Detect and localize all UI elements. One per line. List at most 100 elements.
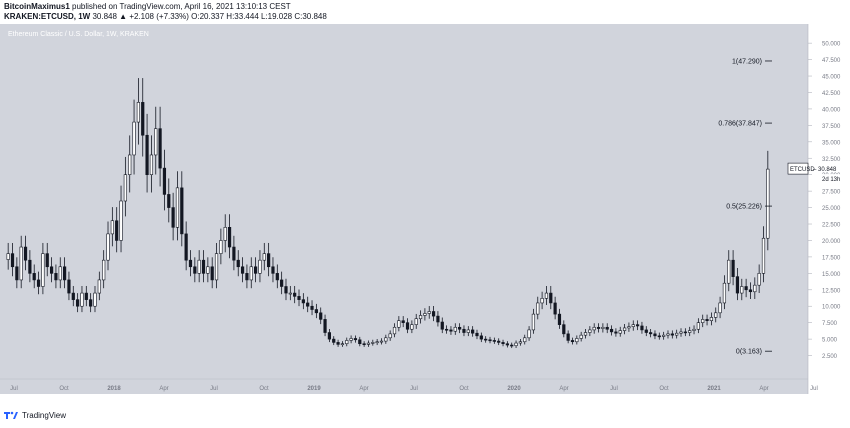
candle-body <box>510 344 514 347</box>
candle-body <box>58 266 62 281</box>
candle-body <box>345 340 349 345</box>
chart-title: Ethereum Classic / U.S. Dollar, 1W, KRAK… <box>8 31 149 38</box>
candle-body <box>319 312 323 320</box>
candle-body <box>427 311 431 314</box>
candle-body <box>349 338 353 341</box>
candles-group <box>6 78 770 349</box>
y-tick-label: 35.000 <box>822 140 841 146</box>
y-tick-label: 25.000 <box>822 206 841 212</box>
price-chart[interactable]: Ethereum Classic / U.S. Dollar, 1W, KRAK… <box>0 24 850 404</box>
current-price-label: ETCUSD– 30.848 2d 13h <box>787 162 845 185</box>
candle-body <box>453 326 457 332</box>
candle-body <box>162 167 167 195</box>
candle-body <box>627 326 631 329</box>
candle-body <box>214 253 219 281</box>
candle-body <box>436 315 440 323</box>
fib-level-label: 1(47.290) <box>732 58 762 65</box>
candle-body <box>744 286 748 291</box>
price-change: ▲ +2.108 (+7.33%) <box>119 12 189 21</box>
candle-body <box>679 331 683 334</box>
candle-body <box>197 259 201 274</box>
y-tick-label: 37.500 <box>822 124 841 130</box>
candle-body <box>132 121 136 156</box>
plot-background <box>0 24 808 394</box>
candle-body <box>701 319 705 323</box>
candle-body <box>666 333 670 336</box>
candle-body <box>76 299 80 307</box>
fib-level-label: 0(3.163) <box>736 349 762 356</box>
x-tick-label: 2020 <box>507 386 521 392</box>
candle-body <box>709 317 714 321</box>
candle-body <box>405 322 410 330</box>
candle-body <box>766 168 770 239</box>
candle-body <box>514 342 518 346</box>
candle-body <box>149 154 154 175</box>
candle-body <box>475 332 479 337</box>
candle-body <box>553 302 557 315</box>
candle-body <box>227 227 232 248</box>
countdown-box <box>818 174 845 185</box>
candle-body <box>644 329 648 333</box>
x-tick-label: 2018 <box>107 386 121 392</box>
candle-body <box>210 266 214 281</box>
x-tick-label: Apr <box>359 386 368 392</box>
x-tick-label: Oct <box>459 386 469 392</box>
candle-body <box>444 328 449 331</box>
candle-body <box>761 237 766 274</box>
candle-body <box>501 342 505 345</box>
candle-body <box>36 279 41 287</box>
candle-body <box>527 329 531 339</box>
candle-body <box>675 332 679 336</box>
candle-body <box>392 326 397 335</box>
x-axis: Jul Oct 2018 Apr Jul Oct 2019 Apr Jul Oct 2020 Apr J… <box>0 378 818 392</box>
last-price: 30.848 <box>92 12 117 21</box>
candle-body <box>471 329 475 334</box>
candle-body <box>188 259 193 268</box>
candle-body <box>301 299 305 304</box>
candle-body <box>640 325 644 331</box>
candle-body <box>497 340 501 343</box>
y-tick-label: 17.500 <box>822 255 841 261</box>
x-tick-label: Apr <box>759 386 768 392</box>
chart-area[interactable]: Ethereum Classic / U.S. Dollar, 1W, KRAK… <box>0 24 850 404</box>
x-tick-label: Jul <box>210 386 218 392</box>
price-tag-symbol: ETCUSD <box>790 167 815 173</box>
candle-body <box>414 318 418 325</box>
y-axis: 50.000 47.500 45.000 42.500 40.000 37.500 35.0… <box>807 24 841 394</box>
fib-level-label: 0.5(25.226) <box>726 204 762 211</box>
candle-body <box>310 305 314 310</box>
x-tick-label: Jul <box>410 386 418 392</box>
candle-body <box>488 339 492 342</box>
candle-body <box>240 266 245 274</box>
candle-body <box>588 329 592 333</box>
candle-body <box>141 102 145 136</box>
candle-body <box>80 292 84 307</box>
y-tick-label: 32.500 <box>822 157 841 163</box>
candle-body <box>201 259 206 274</box>
author-name[interactable]: BitcoinMaximus1 <box>4 2 70 11</box>
candle-body <box>722 282 727 304</box>
candle-body <box>362 343 366 346</box>
candle-body <box>245 273 249 281</box>
candle-body <box>15 266 19 281</box>
candle-body <box>293 292 297 297</box>
candle-body <box>41 253 45 287</box>
candle-body <box>371 342 375 344</box>
candle-body <box>323 319 327 333</box>
candle-body <box>184 233 188 261</box>
candle-body <box>657 335 661 338</box>
candle-body <box>97 279 101 294</box>
candle-body <box>167 194 171 208</box>
candle-body <box>449 329 453 332</box>
x-tick-label: Apr <box>159 386 168 392</box>
candle-body <box>575 338 579 343</box>
candle-body <box>544 292 549 299</box>
candle-body <box>171 207 175 228</box>
candle-body <box>119 200 123 241</box>
candle-body <box>614 331 618 334</box>
x-tick-label: Apr <box>559 386 568 392</box>
candle-body <box>71 292 75 300</box>
price-tag-box <box>787 162 809 175</box>
tradingview-logo-icon <box>4 411 18 419</box>
tradingview-footer[interactable]: TradingView <box>4 410 66 420</box>
